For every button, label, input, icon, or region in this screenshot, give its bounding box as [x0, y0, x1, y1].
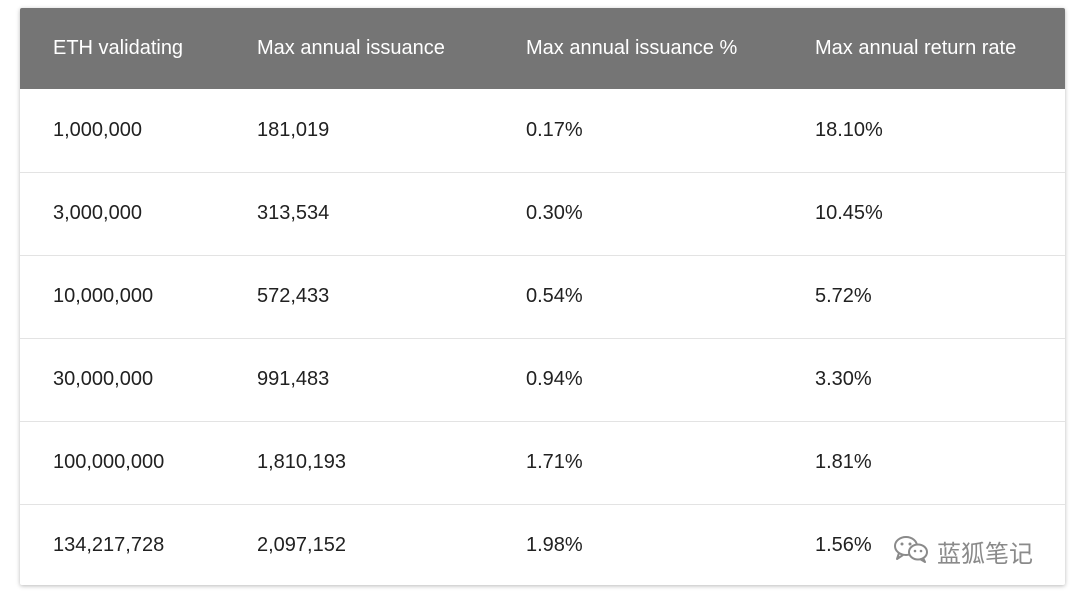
cell-max-annual-return-rate: 10.45% [815, 202, 883, 224]
header-eth-validating: ETH validating [53, 37, 184, 59]
table-header: ETH validating Max annual issuance Max a… [20, 8, 1065, 89]
cell-max-annual-issuance: 991,483 [257, 368, 330, 390]
data-table-card: ETH validating Max annual issuance Max a… [20, 8, 1065, 585]
cell-max-annual-issuance: 2,097,152 [257, 534, 346, 556]
header-max-annual-return-rate: Max annual return rate [815, 37, 1017, 59]
cell-eth-validating: 30,000,000 [53, 368, 154, 390]
cell-max-annual-issuance-percent: 1.98% [526, 534, 583, 556]
cell-max-annual-issuance: 181,019 [257, 119, 330, 141]
header-max-annual-issuance: Max annual issuance [257, 37, 445, 59]
cell-eth-validating: 1,000,000 [53, 119, 142, 141]
cell-max-annual-issuance: 1,810,193 [257, 451, 346, 473]
cell-max-annual-return-rate: 18.10% [815, 119, 883, 141]
table-row: 3,000,000 313,534 0.30% 10.45% [20, 172, 1065, 256]
cell-max-annual-issuance-percent: 1.71% [526, 451, 583, 473]
cell-max-annual-issuance-percent: 0.17% [526, 119, 583, 141]
cell-eth-validating: 100,000,000 [53, 451, 165, 473]
cell-max-annual-issuance-percent: 0.94% [526, 368, 583, 390]
table-row: 100,000,000 1,810,193 1.71% 1.81% [20, 421, 1065, 505]
cell-max-annual-issuance-percent: 0.30% [526, 202, 583, 224]
cell-max-annual-return-rate: 1.56% [815, 534, 872, 556]
watermark: 蓝狐笔记 [893, 534, 1033, 569]
cell-eth-validating: 10,000,000 [53, 285, 154, 307]
watermark-text: 蓝狐笔记 [937, 540, 1033, 568]
cell-max-annual-issuance: 572,433 [257, 285, 330, 307]
table-row: 10,000,000 572,433 0.54% 5.72% [20, 255, 1065, 339]
cell-eth-validating: 3,000,000 [53, 202, 142, 224]
table-row: 1,000,000 181,019 0.17% 18.10% [20, 89, 1065, 173]
table-row: 30,000,000 991,483 0.94% 3.30% [20, 338, 1065, 422]
cell-max-annual-return-rate: 5.72% [815, 285, 872, 307]
cell-max-annual-issuance: 313,534 [257, 202, 330, 224]
cell-max-annual-return-rate: 3.30% [815, 368, 872, 390]
cell-max-annual-issuance-percent: 0.54% [526, 285, 583, 307]
table-row: 134,217,728 2,097,152 1.98% 1.56% [20, 504, 1065, 585]
header-max-annual-issuance-percent: Max annual issuance % [526, 37, 738, 59]
wechat-icon [893, 535, 937, 569]
cell-eth-validating: 134,217,728 [53, 534, 165, 556]
cell-max-annual-return-rate: 1.81% [815, 451, 872, 473]
